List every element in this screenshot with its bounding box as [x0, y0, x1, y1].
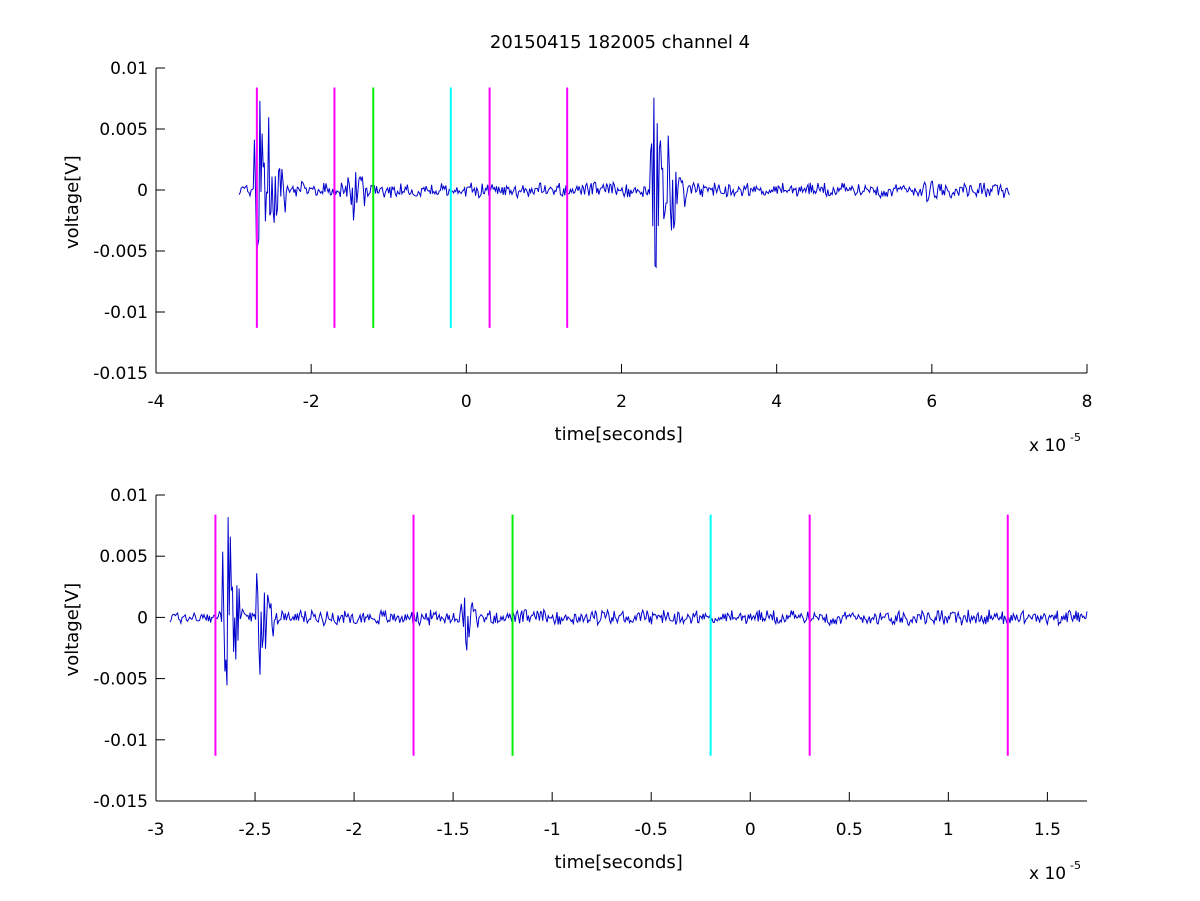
x-tick-label: -1.5 — [437, 820, 470, 840]
x-tick-label: 1.5 — [1034, 820, 1061, 840]
y-tick-label: -0.01 — [104, 731, 148, 751]
y-tick-label: 0 — [137, 181, 148, 201]
y-tick-label: 0.01 — [110, 59, 148, 79]
y-tick-label: 0.005 — [99, 120, 148, 140]
x-axis-label: time[seconds] — [555, 852, 683, 873]
panel-2: 0.01 0.005 0 -0.005 -0.01 -0.015-3 -2.5 -2 -1.5 -… — [62, 486, 1088, 884]
y-tick-label: -0.015 — [93, 364, 148, 384]
x-tick-label: -0.5 — [635, 820, 668, 840]
x-multiplier-exponent: -5 — [1070, 859, 1081, 872]
y-tick-label: -0.005 — [93, 242, 148, 262]
x-multiplier: x 10 — [1029, 436, 1066, 456]
x-tick-label: 1 — [943, 820, 954, 840]
x-tick-label: -4 — [148, 392, 165, 412]
figure-title: 20150415 182005 channel 4 — [490, 32, 750, 53]
x-tick-label: 0 — [461, 392, 472, 412]
x-tick-label: -3 — [148, 820, 165, 840]
voltage-series-line — [238, 97, 1010, 269]
x-tick-label: 6 — [926, 392, 937, 412]
x-tick-label: -2 — [346, 820, 363, 840]
x-tick-label: 4 — [771, 392, 782, 412]
y-tick-label: -0.015 — [93, 792, 148, 812]
y-axis-label: voltage[V] — [62, 583, 83, 677]
x-multiplier: x 10 — [1029, 864, 1066, 884]
y-tick-label: 0.01 — [110, 486, 148, 506]
y-tick-label: 0 — [137, 608, 148, 628]
x-tick-label: 8 — [1082, 392, 1093, 412]
y-tick-label: -0.01 — [104, 303, 148, 323]
x-tick-label: 2 — [616, 392, 627, 412]
x-axis-label: time[seconds] — [555, 424, 683, 445]
x-tick-label: 0.5 — [836, 820, 863, 840]
voltage-series-line — [169, 517, 1088, 686]
x-tick-label: -2.5 — [238, 820, 271, 840]
x-tick-label: -1 — [544, 820, 561, 840]
x-multiplier-exponent: -5 — [1070, 431, 1081, 444]
y-axis-label: voltage[V] — [62, 155, 83, 249]
panel-1: 0.01 0.005 0 -0.005 -0.01 -0.015-4 -2 0 2 4 6 8 time… — [62, 59, 1092, 456]
y-tick-label: -0.005 — [93, 670, 148, 690]
x-tick-label: 0 — [745, 820, 756, 840]
x-tick-label: -2 — [303, 392, 320, 412]
y-tick-label: 0.005 — [99, 547, 148, 567]
